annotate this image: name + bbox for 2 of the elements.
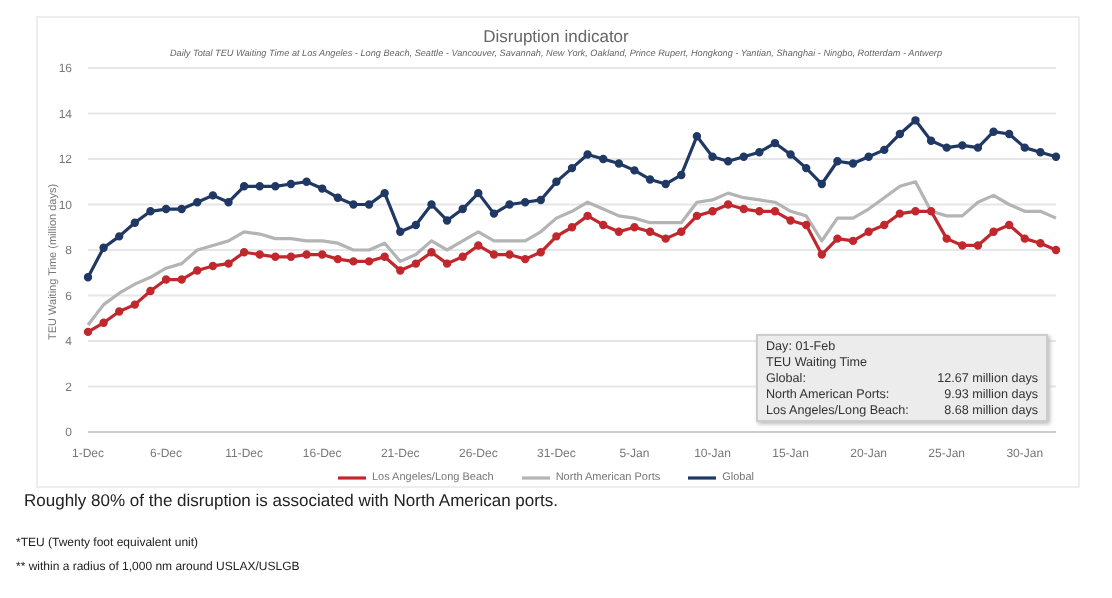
chart-title: Disruption indicator — [481, 26, 631, 46]
text: Roughly 80% of the disruption is associated with North American ports. — [24, 490, 558, 510]
